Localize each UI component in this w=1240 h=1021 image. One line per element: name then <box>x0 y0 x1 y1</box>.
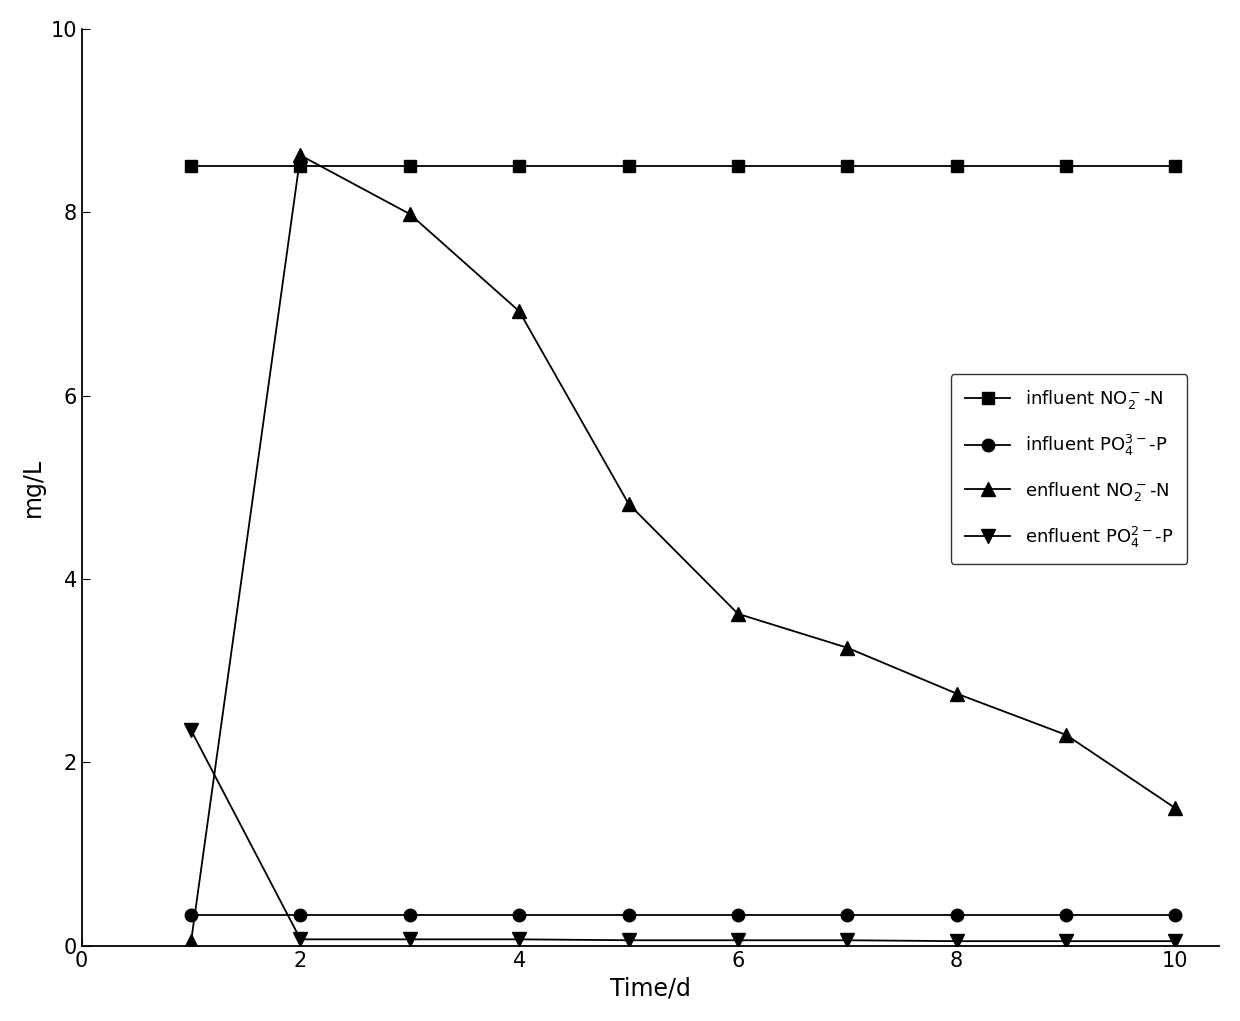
influent $\mathregular{NO_2^-}$-N <box>1059 160 1074 173</box>
enfluent $\mathregular{NO_2^-}$-N <box>730 607 745 620</box>
enfluent $\mathregular{PO_4^{2-}}$-P <box>1168 935 1183 947</box>
influent $\mathregular{NO_2^-}$-N <box>839 160 854 173</box>
enfluent $\mathregular{NO_2^-}$-N <box>1168 803 1183 815</box>
influent $\mathregular{NO_2^-}$-N <box>730 160 745 173</box>
influent $\mathregular{PO_4^{3-}}$-P <box>950 910 965 922</box>
influent $\mathregular{NO_2^-}$-N <box>184 160 198 173</box>
influent $\mathregular{NO_2^-}$-N <box>950 160 965 173</box>
influent $\mathregular{PO_4^{3-}}$-P <box>184 910 198 922</box>
influent $\mathregular{NO_2^-}$-N <box>403 160 418 173</box>
enfluent $\mathregular{NO_2^-}$-N <box>184 935 198 947</box>
X-axis label: Time/d: Time/d <box>610 976 691 1001</box>
enfluent $\mathregular{PO_4^{2-}}$-P <box>293 933 308 945</box>
Y-axis label: mg/L: mg/L <box>21 457 45 517</box>
enfluent $\mathregular{NO_2^-}$-N <box>621 497 636 509</box>
enfluent $\mathregular{NO_2^-}$-N <box>950 687 965 699</box>
influent $\mathregular{PO_4^{3-}}$-P <box>293 910 308 922</box>
influent $\mathregular{PO_4^{3-}}$-P <box>403 910 418 922</box>
influent $\mathregular{NO_2^-}$-N <box>1168 160 1183 173</box>
enfluent $\mathregular{NO_2^-}$-N <box>293 149 308 161</box>
influent $\mathregular{NO_2^-}$-N <box>293 160 308 173</box>
enfluent $\mathregular{PO_4^{2-}}$-P <box>512 933 527 945</box>
enfluent $\mathregular{PO_4^{2-}}$-P <box>403 933 418 945</box>
Legend: influent $\mathregular{NO_2^-}$-N, influent $\mathregular{PO_4^{3-}}$-P, enfluen: influent $\mathregular{NO_2^-}$-N, influ… <box>951 374 1188 564</box>
influent $\mathregular{PO_4^{3-}}$-P <box>1168 910 1183 922</box>
enfluent $\mathregular{NO_2^-}$-N <box>403 208 418 221</box>
enfluent $\mathregular{PO_4^{2-}}$-P <box>1059 935 1074 947</box>
enfluent $\mathregular{PO_4^{2-}}$-P <box>950 935 965 947</box>
influent $\mathregular{NO_2^-}$-N <box>512 160 527 173</box>
enfluent $\mathregular{NO_2^-}$-N <box>839 641 854 653</box>
Line: influent $\mathregular{PO_4^{3-}}$-P: influent $\mathregular{PO_4^{3-}}$-P <box>185 910 1182 922</box>
enfluent $\mathregular{NO_2^-}$-N <box>1059 729 1074 741</box>
Line: influent $\mathregular{NO_2^-}$-N: influent $\mathregular{NO_2^-}$-N <box>185 160 1182 173</box>
enfluent $\mathregular{PO_4^{2-}}$-P <box>184 724 198 736</box>
enfluent $\mathregular{PO_4^{2-}}$-P <box>621 934 636 946</box>
influent $\mathregular{PO_4^{3-}}$-P <box>839 910 854 922</box>
influent $\mathregular{PO_4^{3-}}$-P <box>1059 910 1074 922</box>
enfluent $\mathregular{NO_2^-}$-N <box>512 305 527 318</box>
influent $\mathregular{PO_4^{3-}}$-P <box>730 910 745 922</box>
enfluent $\mathregular{PO_4^{2-}}$-P <box>839 934 854 946</box>
influent $\mathregular{NO_2^-}$-N <box>621 160 636 173</box>
Line: enfluent $\mathregular{NO_2^-}$-N: enfluent $\mathregular{NO_2^-}$-N <box>185 148 1183 949</box>
influent $\mathregular{PO_4^{3-}}$-P <box>512 910 527 922</box>
Line: enfluent $\mathregular{PO_4^{2-}}$-P: enfluent $\mathregular{PO_4^{2-}}$-P <box>185 723 1183 949</box>
influent $\mathregular{PO_4^{3-}}$-P <box>621 910 636 922</box>
enfluent $\mathregular{PO_4^{2-}}$-P <box>730 934 745 946</box>
